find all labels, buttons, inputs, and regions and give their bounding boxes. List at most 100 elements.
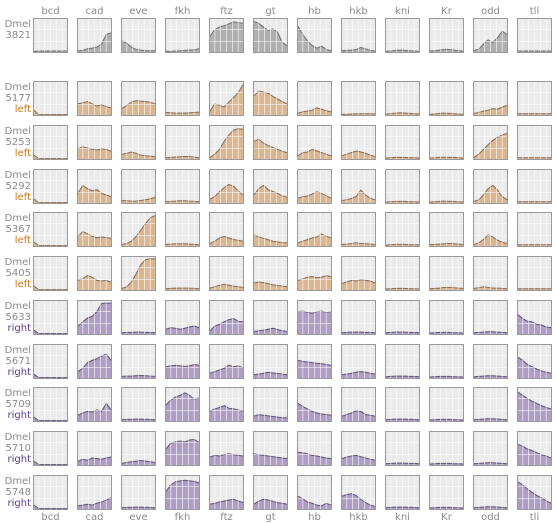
profile-area bbox=[122, 197, 155, 203]
panel-bcd bbox=[33, 344, 68, 379]
panel-odd bbox=[473, 18, 508, 53]
panel-fkh bbox=[165, 431, 200, 466]
profile-area bbox=[298, 26, 331, 52]
row-id-label: 5177 bbox=[6, 93, 31, 104]
panel-fkh bbox=[165, 212, 200, 247]
panel-bcd bbox=[33, 431, 68, 466]
panel-odd bbox=[473, 169, 508, 204]
panel-ftz bbox=[209, 212, 244, 247]
column-label-top: hkb bbox=[349, 6, 367, 17]
panel-ftz bbox=[209, 344, 244, 379]
panel-gt bbox=[253, 431, 288, 466]
panel-Kr bbox=[429, 18, 464, 53]
profile-area bbox=[78, 497, 111, 509]
row-group-label: right bbox=[8, 498, 32, 509]
row-id-label: 5253 bbox=[6, 137, 31, 148]
panel-Kr bbox=[429, 387, 464, 422]
panel-tll bbox=[517, 256, 552, 291]
column-label-top: eve bbox=[129, 6, 147, 17]
panel-eve bbox=[121, 212, 156, 247]
column-label-top: gt bbox=[265, 6, 275, 17]
panel-hb bbox=[297, 387, 332, 422]
panel-fkh bbox=[165, 18, 200, 53]
row-id-label: Dmel bbox=[5, 388, 31, 399]
panel-cad bbox=[77, 18, 112, 53]
panel-hkb bbox=[341, 431, 376, 466]
panel-odd bbox=[473, 81, 508, 116]
column-label-bottom: odd bbox=[481, 512, 500, 523]
panel-eve bbox=[121, 475, 156, 510]
panel-cad bbox=[77, 81, 112, 116]
panel-eve bbox=[121, 125, 156, 160]
panel-hb bbox=[297, 256, 332, 291]
panel-eve bbox=[121, 431, 156, 466]
panel-cad bbox=[77, 125, 112, 160]
profile-area bbox=[34, 110, 67, 115]
panel-bcd bbox=[33, 81, 68, 116]
profile-area bbox=[298, 496, 331, 509]
panel-tll bbox=[517, 212, 552, 247]
panel-gt bbox=[253, 475, 288, 510]
row-group-label: right bbox=[8, 323, 32, 334]
panel-ftz bbox=[209, 387, 244, 422]
panel-hb bbox=[297, 300, 332, 335]
row-id-label: Dmel bbox=[5, 82, 31, 93]
panel-fkh bbox=[165, 256, 200, 291]
column-label-top: bcd bbox=[41, 6, 59, 17]
panel-hb bbox=[297, 169, 332, 204]
panel-gt bbox=[253, 344, 288, 379]
profile-area bbox=[518, 357, 551, 378]
panel-kni bbox=[385, 256, 420, 291]
panel-eve bbox=[121, 169, 156, 204]
panel-hkb bbox=[341, 300, 376, 335]
profile-area bbox=[78, 32, 111, 52]
profile-area bbox=[34, 155, 67, 159]
panel-gt bbox=[253, 125, 288, 160]
column-label-bottom: tll bbox=[530, 512, 539, 523]
panel-ftz bbox=[209, 431, 244, 466]
panel-odd bbox=[473, 212, 508, 247]
panel-kni bbox=[385, 212, 420, 247]
column-label-bottom: bcd bbox=[41, 512, 59, 523]
profile-area bbox=[34, 330, 67, 334]
column-label-bottom: fkh bbox=[175, 512, 191, 523]
panel-ftz bbox=[209, 81, 244, 116]
panel-odd bbox=[473, 344, 508, 379]
row-id-label: Dmel bbox=[5, 213, 31, 224]
panel-kni bbox=[385, 387, 420, 422]
panel-hkb bbox=[341, 256, 376, 291]
panel-ftz bbox=[209, 18, 244, 53]
profile-area bbox=[34, 199, 67, 203]
panel-hb bbox=[297, 125, 332, 160]
panel-hkb bbox=[341, 387, 376, 422]
panel-kni bbox=[385, 81, 420, 116]
panel-Kr bbox=[429, 475, 464, 510]
panel-kni bbox=[385, 300, 420, 335]
row-id-label: Dmel bbox=[5, 126, 31, 137]
row-id-label: 3821 bbox=[6, 30, 31, 41]
panel-fkh bbox=[165, 81, 200, 116]
panel-odd bbox=[473, 125, 508, 160]
panel-hb bbox=[297, 18, 332, 53]
profile-area bbox=[122, 40, 155, 52]
column-label-bottom: ftz bbox=[220, 512, 233, 523]
panel-ftz bbox=[209, 256, 244, 291]
row-id-label: Dmel bbox=[5, 345, 31, 356]
panel-cad bbox=[77, 300, 112, 335]
panel-fkh bbox=[165, 387, 200, 422]
panel-ftz bbox=[209, 169, 244, 204]
panel-bcd bbox=[33, 18, 68, 53]
row-id-label: 5405 bbox=[6, 268, 31, 279]
panel-Kr bbox=[429, 125, 464, 160]
panel-hkb bbox=[341, 475, 376, 510]
panel-kni bbox=[385, 344, 420, 379]
panel-gt bbox=[253, 169, 288, 204]
row-id-label: Dmel bbox=[5, 476, 31, 487]
profile-area bbox=[34, 461, 67, 465]
panel-tll bbox=[517, 18, 552, 53]
panel-ftz bbox=[209, 125, 244, 160]
panel-odd bbox=[473, 387, 508, 422]
panel-gt bbox=[253, 81, 288, 116]
panel-odd bbox=[473, 475, 508, 510]
